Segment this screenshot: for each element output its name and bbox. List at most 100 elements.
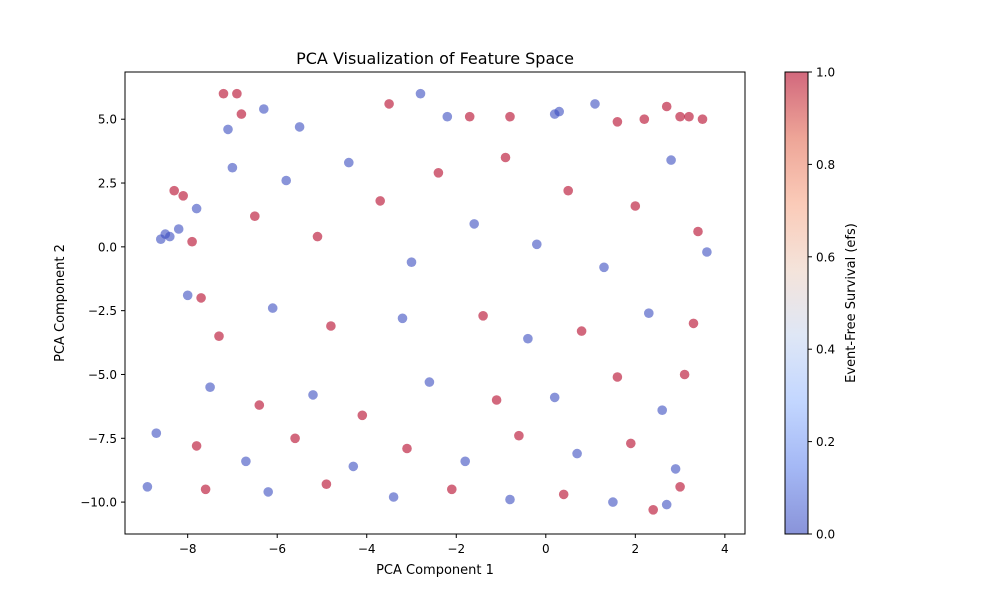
scatter-point — [200, 484, 211, 495]
scatter-point — [214, 331, 224, 342]
scatter-point — [572, 448, 582, 459]
scatter-point — [156, 234, 166, 244]
colorbar: 0.0 0.2 0.4 0.6 0.8 1.0 — [784, 66, 835, 542]
scatter-point — [630, 201, 641, 211]
scatter-point — [321, 479, 332, 490]
scatter-point — [178, 191, 188, 201]
scatter-point — [469, 219, 480, 229]
scatter-point — [697, 114, 708, 124]
scatter-points — [142, 88, 712, 515]
y-tick-label: 5.0 — [98, 113, 117, 127]
scatter-point — [670, 464, 681, 474]
colorbar-tick-label: 0.8 — [816, 158, 835, 172]
scatter-point — [263, 487, 274, 497]
x-tick-label: 4 — [721, 542, 729, 556]
colorbar-tick-label: 0.4 — [816, 343, 835, 357]
scatter-point — [187, 236, 197, 247]
scatter-point — [693, 226, 703, 237]
scatter-point — [460, 456, 471, 467]
scatter-point — [348, 461, 359, 472]
colorbar-label: Event-Free Survival (efs) — [844, 223, 859, 383]
scatter-point — [196, 293, 206, 303]
scatter-point — [661, 101, 672, 112]
scatter-point — [218, 88, 229, 99]
scatter-point — [532, 239, 542, 250]
scatter-point — [397, 313, 408, 324]
scatter-point — [505, 494, 515, 505]
scatter-point — [644, 308, 654, 319]
scatter-point — [205, 382, 215, 393]
scatter-point — [684, 111, 694, 122]
plot-area — [124, 71, 746, 535]
scatter-point — [599, 262, 609, 273]
scatter-point — [254, 400, 265, 410]
scatter-point — [182, 290, 193, 301]
scatter-point — [326, 321, 336, 331]
scatter-point — [142, 482, 153, 492]
x-axis: −8 −6 −4 −2 0 2 4 — [179, 534, 729, 556]
scatter-point — [259, 104, 269, 114]
y-axis: −10.0 −7.5 −5.0 −2.5 0.0 2.5 5.0 — [80, 113, 125, 510]
scatter-point — [608, 497, 618, 507]
scatter-point — [241, 456, 251, 467]
x-tick-label: 0 — [542, 542, 550, 556]
colorbar-gradient — [785, 72, 808, 534]
scatter-point — [151, 428, 162, 439]
scatter-point — [563, 185, 573, 196]
scatter-point — [227, 162, 238, 173]
scatter-point — [290, 433, 300, 444]
scatter-point — [415, 88, 426, 99]
scatter-point — [523, 333, 533, 344]
y-tick-label: 0.0 — [98, 240, 117, 254]
y-axis-label: PCA Component 2 — [53, 244, 68, 362]
y-tick-label: −7.5 — [88, 432, 117, 446]
colorbar-tick-label: 0.6 — [816, 250, 835, 264]
y-tick-label: −2.5 — [88, 304, 117, 318]
scatter-point — [666, 155, 676, 165]
scatter-point — [514, 430, 524, 441]
scatter-point — [281, 175, 292, 186]
scatter-point — [169, 185, 179, 196]
scatter-point — [679, 369, 690, 380]
x-tick-label: 2 — [632, 542, 640, 556]
scatter-point — [648, 505, 658, 515]
scatter-point — [688, 318, 699, 329]
chart-title: PCA Visualization of Feature Space — [296, 49, 574, 68]
scatter-point — [478, 311, 488, 321]
scatter-point — [191, 203, 202, 214]
scatter-point — [165, 231, 175, 242]
scatter-point — [500, 152, 511, 163]
scatter-point — [612, 117, 623, 127]
scatter-point — [549, 109, 560, 119]
x-tick-label: −2 — [447, 542, 465, 556]
scatter-point — [424, 377, 435, 387]
y-tick-label: 2.5 — [98, 177, 117, 191]
scatter-point — [402, 443, 412, 454]
colorbar-frame — [784, 71, 809, 535]
scatter-point — [491, 395, 502, 405]
x-tick-label: −8 — [179, 542, 197, 556]
scatter-point — [267, 303, 278, 313]
scatter-point — [675, 482, 685, 492]
x-axis-label: PCA Component 1 — [376, 563, 494, 578]
scatter-point — [173, 224, 184, 234]
scatter-point — [308, 390, 318, 400]
colorbar-tick-label: 1.0 — [816, 66, 835, 80]
scatter-point — [612, 372, 623, 382]
axes-frame — [124, 71, 746, 535]
colorbar-ticks: 0.0 0.2 0.4 0.6 0.8 1.0 — [808, 66, 835, 542]
scatter-point — [661, 499, 672, 510]
scatter-point — [388, 492, 399, 502]
scatter-point — [590, 99, 600, 109]
y-tick-label: −5.0 — [88, 368, 117, 382]
scatter-point — [626, 438, 636, 449]
scatter-point — [702, 247, 712, 257]
scatter-point — [406, 257, 417, 268]
scatter-point — [549, 392, 560, 403]
scatter-point — [294, 122, 305, 132]
scatter-point — [191, 441, 202, 451]
colorbar-tick-label: 0.0 — [816, 528, 835, 542]
scatter-point — [639, 114, 650, 124]
colorbar-tick-label: 0.2 — [816, 435, 835, 449]
